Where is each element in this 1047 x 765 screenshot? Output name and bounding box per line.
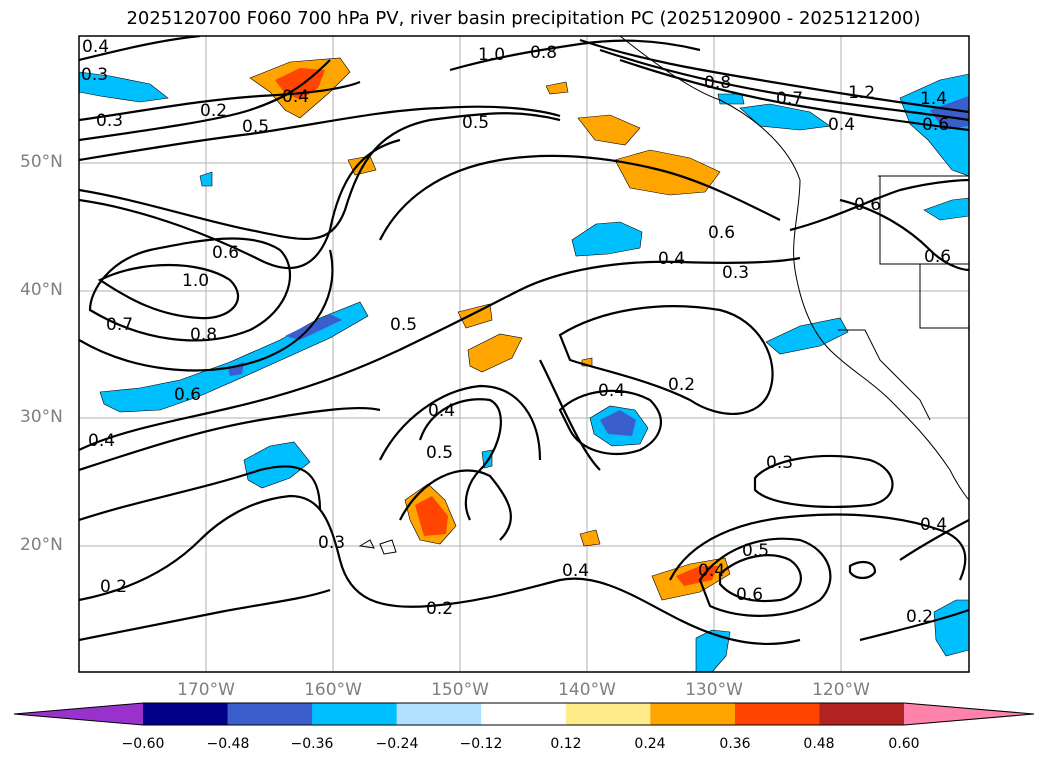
contour-label: 1.0: [478, 45, 505, 65]
lon-label-170w: 170°W: [177, 680, 235, 700]
contour-label: 0.4: [282, 87, 309, 107]
colorbar-tick-label: 0.36: [719, 736, 751, 752]
colorbar-tick-label: −0.12: [459, 736, 503, 752]
lon-label-150w: 150°W: [431, 680, 489, 700]
contour-label: 0.7: [776, 89, 803, 109]
contour-label: 0.2: [100, 577, 127, 597]
contour-label: 1.4: [920, 89, 947, 109]
contour-label: 0.6: [924, 247, 951, 267]
map-frame: [78, 35, 970, 673]
colorbar-segment: [227, 703, 313, 725]
contour-label: 0.5: [390, 315, 417, 335]
neg-blob: [923, 197, 969, 221]
colorbar-outline: [13, 702, 1035, 726]
pos-blob: [579, 529, 601, 547]
contour-label: 0.4: [698, 561, 725, 581]
contour-label: 0.7: [106, 315, 133, 335]
contour-label: 0.4: [920, 515, 947, 535]
colorbar: [13, 702, 1035, 726]
colorbar-tick-label: 0.48: [803, 736, 835, 752]
colorbar-segment: [143, 703, 229, 725]
colorbar-segment: [650, 703, 736, 725]
colorbar-segment: [396, 703, 482, 725]
colorbar-segments: [14, 703, 1034, 725]
contour-label: 0.3: [722, 263, 749, 283]
colorbar-extend-max: [904, 703, 1034, 725]
contour-label: 0.5: [462, 113, 489, 133]
contour-label: 0.4: [88, 431, 115, 451]
neg-blob: [79, 71, 169, 103]
contour-label: 0.4: [562, 561, 589, 581]
lon-label-140w: 140°W: [558, 680, 616, 700]
contour-label: 0.6: [736, 585, 763, 605]
neg-blob-core: [285, 314, 342, 340]
map-title: 2025120700 F060 700 hPa PV, river basin …: [126, 8, 921, 29]
colorbar-tick-label: −0.24: [375, 736, 419, 752]
contour-label: 0.8: [190, 325, 217, 345]
colorbar-tick-label: −0.60: [121, 736, 165, 752]
lat-label-20n: 20°N: [20, 535, 63, 555]
contour-label: 0.2: [426, 599, 453, 619]
contour-label: 0.6: [922, 115, 949, 135]
neg-blob: [243, 441, 311, 489]
colorbar-tick-label: −0.36: [290, 736, 334, 752]
lat-label-50n: 50°N: [20, 152, 63, 172]
contour-label: 0.4: [82, 37, 109, 57]
contour-label: 0.4: [428, 401, 455, 421]
contour-label: 0.6: [708, 223, 735, 243]
neg-blob: [717, 93, 745, 105]
map-frame-bg: [79, 36, 969, 672]
contour-label: 0.3: [96, 111, 123, 131]
lon-label-120w: 120°W: [812, 680, 870, 700]
contour-label: 0.4: [598, 381, 625, 401]
contour-label: 0.6: [854, 195, 881, 215]
neg-blob-core: [600, 410, 636, 436]
colorbar-extend-min: [14, 703, 143, 725]
colorbar-tick-label: 0.60: [888, 736, 920, 752]
pos-blob: [467, 333, 523, 373]
lat-label-40n: 40°N: [20, 280, 63, 300]
neg-blob: [765, 317, 849, 355]
colorbar-segment: [734, 703, 820, 725]
colorbar-segment: [481, 703, 567, 725]
contour-label: 0.5: [242, 117, 269, 137]
contour-label: 0.5: [426, 443, 453, 463]
contour-label: 0.6: [174, 385, 201, 405]
neg-blob: [695, 629, 731, 672]
contour-label: 0.4: [828, 115, 855, 135]
contour-label: 1.2: [848, 83, 875, 103]
contour-label: 0.3: [766, 453, 793, 473]
contour-label: 0.2: [906, 607, 933, 627]
contour-label: 0.3: [81, 65, 108, 85]
lon-label-130w: 130°W: [685, 680, 743, 700]
colorbar-tick-label: 0.12: [550, 736, 582, 752]
colorbar-segment: [312, 703, 398, 725]
lon-label-160w: 160°W: [304, 680, 362, 700]
colorbar-tick-label: −0.48: [206, 736, 250, 752]
colorbar-segment: [565, 703, 651, 725]
neg-blob: [571, 221, 643, 257]
contour-label: 1.0: [182, 271, 209, 291]
pv-contours: [79, 36, 969, 646]
contour-label: 0.3: [318, 533, 345, 553]
colorbar-tick-label: 0.24: [634, 736, 666, 752]
pos-blob: [545, 81, 569, 95]
pos-blob: [457, 303, 493, 329]
neg-blob: [199, 171, 213, 187]
neg-blob-core: [930, 96, 969, 130]
colorbar-segment: [819, 703, 905, 725]
pos-blob: [577, 114, 641, 146]
contour-label: 0.8: [530, 43, 557, 63]
coastline: [358, 36, 969, 555]
pos-blob-core: [415, 496, 448, 536]
contour-label: 0.8: [704, 73, 731, 93]
contour-label: 0.5: [742, 541, 769, 561]
lat-label-30n: 30°N: [20, 407, 63, 427]
contour-label-layer: 0.4 0.3 0.2 0.3 0.5 0.4 0.5 1.0 0.8 0.8 …: [81, 37, 951, 627]
contour-label: 0.6: [212, 243, 239, 263]
contour-label: 0.2: [668, 375, 695, 395]
contour-label: 0.4: [658, 249, 685, 269]
contour-label: 0.2: [200, 101, 227, 121]
